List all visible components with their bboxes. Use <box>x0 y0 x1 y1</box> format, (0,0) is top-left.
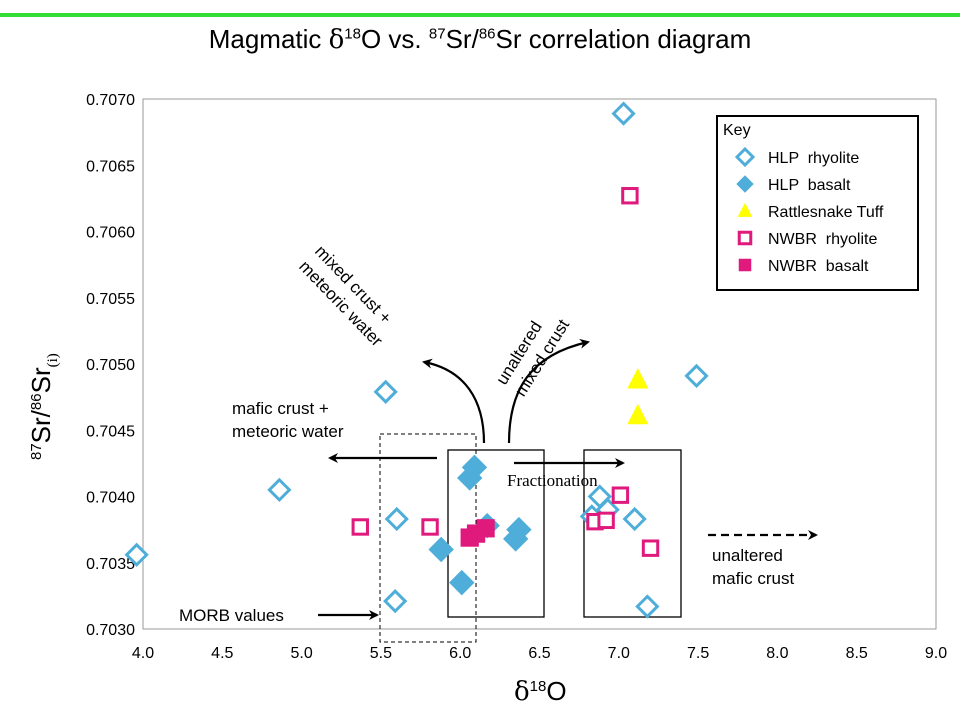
data-point-diamond-open <box>267 477 292 502</box>
data-point-square-open <box>597 511 615 530</box>
data-point-diamond-open <box>384 506 409 532</box>
x-tick-label: 4.0 <box>132 645 154 662</box>
data-point-diamond-open <box>383 589 408 614</box>
x-tick-label: 7.0 <box>608 645 630 662</box>
data-point-square-open <box>611 486 630 504</box>
data-point-square-filled <box>476 519 495 538</box>
x-tick-label: 5.0 <box>290 645 312 662</box>
unaltered-mixed-crust-arrow <box>507 338 590 444</box>
legend-label: HLP basalt <box>768 177 851 194</box>
y-tick-label: 0.7040 <box>86 490 135 507</box>
legend-label: NWBR rhyolite <box>768 231 877 248</box>
data-point-square-open <box>621 187 639 205</box>
legend-label: HLP rhyolite <box>768 150 859 167</box>
x-axis-title: δ18O <box>514 676 567 707</box>
svg-text:87Sr/86Sr(i): 87Sr/86Sr(i) <box>26 353 61 460</box>
svg-text:δ18O: δ18O <box>514 676 567 707</box>
unaltered-mafic-crust-label-1: unaltered <box>712 546 783 565</box>
mafic-crust-meteoric-label-1: mafic crust + <box>232 399 329 418</box>
x-tick-label: 8.5 <box>846 645 868 662</box>
data-point-diamond-open <box>611 101 636 126</box>
data-point-square-open <box>421 518 439 536</box>
y-axis-title: 87Sr/86Sr(i) <box>26 353 61 460</box>
mixed-crust-meteoric-arrow <box>422 358 486 444</box>
legend: Key HLP rhyolite HLP basalt Rattlesnake Tu… <box>716 115 919 291</box>
rhyolite-group-box <box>583 449 682 618</box>
data-point-diamond-open <box>635 594 660 619</box>
data-point-diamond-filled <box>457 465 483 491</box>
y-tick-label: 0.7050 <box>86 357 135 374</box>
mafic-crust-meteoric-label-2: meteoric water <box>232 422 344 441</box>
x-tick-label: 8.0 <box>766 645 788 662</box>
legend-title: Key <box>723 122 751 139</box>
y-tick-label: 0.7060 <box>86 225 135 242</box>
y-tick-labels: 0.7070 0.7065 0.7060 0.7055 0.7050 0.7045 0.70… <box>86 92 135 639</box>
y-tick-label: 0.7030 <box>86 622 135 639</box>
data-point-square-open <box>351 518 369 536</box>
chart-title: Magmatic δ18O vs. 87Sr/86Sr correlation … <box>208 24 752 55</box>
data-point-square-open <box>641 539 660 557</box>
data-point-diamond-filled <box>503 526 529 552</box>
legend-marker <box>737 202 753 217</box>
x-tick-label: 6.0 <box>449 645 471 662</box>
legend-items: HLP rhyolite HLP basalt Rattlesnake Tuff NW… <box>734 146 884 275</box>
x-tick-label: 4.5 <box>211 645 233 662</box>
basalt-group-box <box>447 449 545 618</box>
data-point-diamond-filled <box>428 536 454 563</box>
x-tick-label: 7.5 <box>687 645 709 662</box>
y-tick-label: 0.7055 <box>86 291 135 308</box>
data-point-triangle-filled <box>627 368 649 389</box>
legend-label: NWBR basalt <box>768 258 869 275</box>
y-tick-label: 0.7035 <box>86 556 135 573</box>
legend-marker <box>736 175 754 193</box>
data-point-diamond-open <box>373 379 398 404</box>
x-tick-label: 6.5 <box>528 645 550 662</box>
morb-values-label: MORB values <box>179 606 284 625</box>
legend-marker <box>737 230 753 246</box>
legend-marker <box>734 146 756 168</box>
data-point-diamond-filled <box>449 569 475 596</box>
data-points <box>124 101 709 619</box>
data-point-diamond-open <box>124 542 149 567</box>
fractionation-label: Fractionation <box>507 471 598 490</box>
top-green-rule <box>0 13 960 17</box>
data-point-triangle-filled <box>627 403 649 425</box>
legend-marker <box>738 258 752 272</box>
legend-label: Rattlesnake Tuff <box>768 204 884 221</box>
x-tick-labels: 4.0 4.5 5.0 5.5 6.0 6.5 7.0 7.5 8.0 8.5 9.0 <box>132 645 947 662</box>
data-point-diamond-open <box>684 363 709 389</box>
y-tick-label: 0.7045 <box>86 423 135 440</box>
delta-symbol: δ <box>328 25 345 55</box>
y-tick-label: 0.7070 <box>86 92 135 109</box>
y-tick-label: 0.7065 <box>86 158 135 175</box>
x-tick-label: 5.5 <box>370 645 392 662</box>
data-point-diamond-open <box>622 506 647 532</box>
unaltered-mafic-crust-label-2: mafic crust <box>712 569 794 588</box>
x-tick-label: 9.0 <box>925 645 947 662</box>
